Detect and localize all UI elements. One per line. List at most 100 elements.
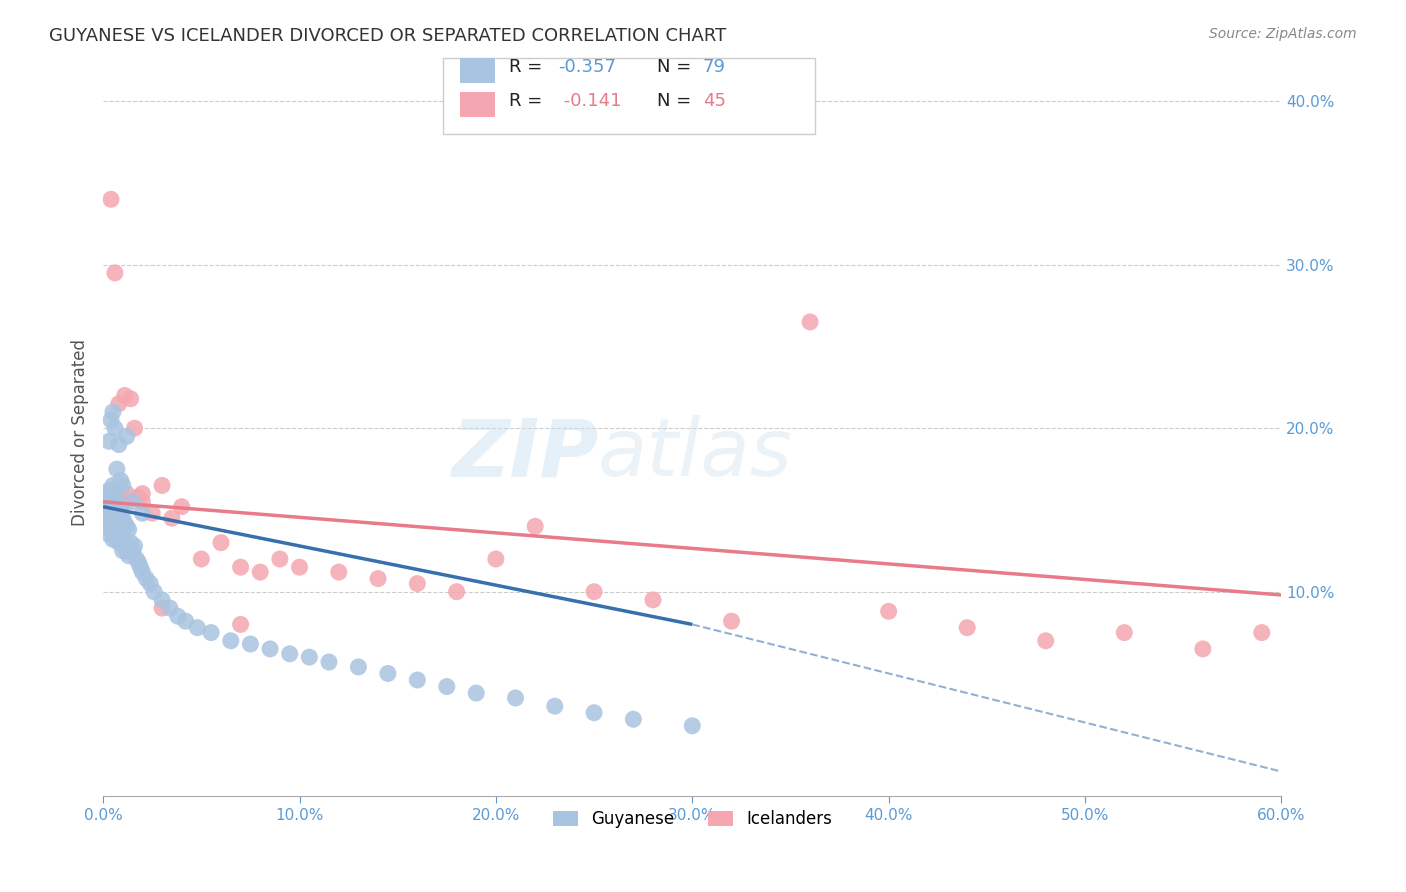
Point — [121, 495, 143, 509]
Text: ZIP: ZIP — [451, 415, 598, 493]
Point — [98, 495, 121, 509]
Point — [150, 601, 173, 615]
Point — [110, 523, 132, 537]
Point — [249, 565, 271, 579]
Point — [259, 642, 281, 657]
Point — [114, 516, 136, 530]
Point — [105, 462, 128, 476]
Text: GUYANESE VS ICELANDER DIVORCED OR SEPARATED CORRELATION CHART: GUYANESE VS ICELANDER DIVORCED OR SEPARA… — [49, 27, 727, 45]
Point — [105, 486, 128, 500]
Point — [583, 706, 606, 720]
Point — [436, 680, 458, 694]
Point — [219, 633, 242, 648]
Point — [120, 535, 142, 549]
Point — [100, 523, 122, 537]
Text: R =: R = — [509, 92, 548, 110]
Point — [100, 490, 122, 504]
Text: Source: ZipAtlas.com: Source: ZipAtlas.com — [1209, 27, 1357, 41]
Point — [131, 506, 153, 520]
Point — [131, 495, 153, 509]
Point — [485, 552, 508, 566]
Point — [98, 527, 121, 541]
Point — [1035, 633, 1057, 648]
Point — [108, 397, 131, 411]
Point — [105, 495, 128, 509]
Point — [524, 519, 547, 533]
Point — [108, 495, 131, 509]
Point — [229, 617, 252, 632]
Point — [278, 647, 301, 661]
Point — [125, 552, 148, 566]
Point — [209, 535, 232, 549]
Text: atlas: atlas — [598, 415, 793, 493]
Point — [269, 552, 291, 566]
Point — [124, 421, 146, 435]
Point — [877, 604, 900, 618]
Point — [115, 495, 138, 509]
Point — [367, 572, 389, 586]
Point — [131, 486, 153, 500]
Point — [101, 533, 124, 547]
Text: N =: N = — [657, 92, 696, 110]
Text: -0.141: -0.141 — [558, 92, 621, 110]
Point — [406, 673, 429, 687]
Point — [101, 495, 124, 509]
Point — [166, 609, 188, 624]
Point — [131, 565, 153, 579]
Point — [111, 527, 134, 541]
Point — [1192, 642, 1215, 657]
Legend: Guyanese, Icelanders: Guyanese, Icelanders — [546, 804, 838, 835]
Point — [150, 478, 173, 492]
Point — [186, 621, 208, 635]
Point — [129, 560, 152, 574]
Point — [127, 555, 149, 569]
Point — [114, 388, 136, 402]
Point — [111, 495, 134, 509]
Point — [104, 523, 127, 537]
Point — [104, 506, 127, 520]
Point — [111, 478, 134, 492]
Point — [118, 549, 141, 563]
Point — [377, 666, 399, 681]
Point — [114, 539, 136, 553]
Point — [100, 413, 122, 427]
Point — [101, 495, 124, 509]
Point — [100, 506, 122, 520]
Point — [108, 500, 131, 514]
Point — [100, 495, 122, 509]
Point — [111, 511, 134, 525]
Point — [135, 572, 157, 586]
Point — [583, 584, 606, 599]
Point — [105, 533, 128, 547]
Point — [681, 719, 703, 733]
Point — [115, 429, 138, 443]
Point — [139, 576, 162, 591]
Point — [160, 511, 183, 525]
Point — [101, 405, 124, 419]
Point — [96, 503, 118, 517]
Point — [1114, 625, 1136, 640]
Text: 45: 45 — [703, 92, 725, 110]
Point — [104, 490, 127, 504]
Point — [108, 516, 131, 530]
Point — [143, 584, 166, 599]
Point — [100, 192, 122, 206]
Point — [141, 506, 163, 520]
Point — [465, 686, 488, 700]
Point — [110, 506, 132, 520]
Text: R =: R = — [509, 58, 548, 76]
Point — [115, 544, 138, 558]
Point — [127, 490, 149, 504]
Point — [505, 690, 527, 705]
Point — [108, 437, 131, 451]
Point — [124, 539, 146, 553]
Point — [104, 421, 127, 435]
Point — [328, 565, 350, 579]
Point — [229, 560, 252, 574]
Point — [159, 601, 181, 615]
Text: -0.357: -0.357 — [558, 58, 616, 76]
Point — [641, 593, 664, 607]
Point — [150, 593, 173, 607]
Point — [170, 500, 193, 514]
Text: N =: N = — [657, 58, 696, 76]
